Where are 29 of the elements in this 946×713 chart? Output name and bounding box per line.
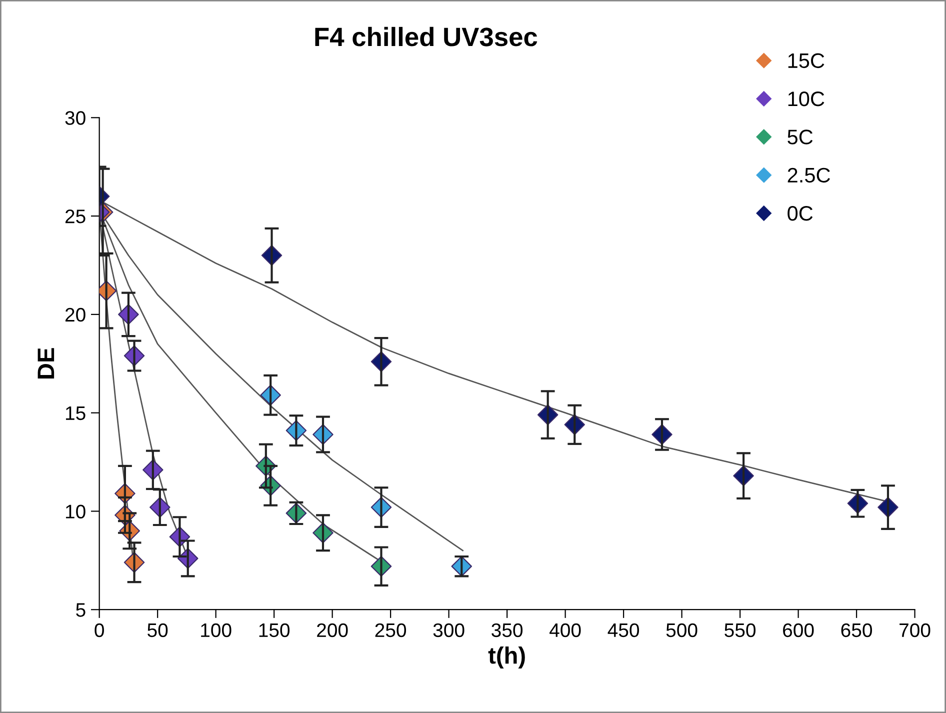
x-tick-label: 650 [841,623,872,638]
x-tick-label: 600 [783,623,814,638]
x-tick-label: 100 [201,623,232,638]
x-tick-label: 50 [148,623,168,638]
x-tick-label: 0 [94,623,104,638]
legend-label: 2.5C [788,168,830,183]
chart-title: F4 chilled UV3sec [315,26,538,46]
legend-label: 15C [788,53,824,68]
legend-label: 10C [788,91,824,106]
legend-label: 0C [788,206,813,221]
x-axis-title: t(h) [488,646,525,668]
y-axis-title: DE [38,348,54,378]
x-tick-label: 350 [492,623,523,638]
x-tick-label: 300 [433,623,464,638]
x-tick-label: 200 [317,623,348,638]
x-tick-label: 700 [900,623,930,638]
x-tick-label: 250 [375,623,406,638]
y-tick-label: 25 [65,210,86,224]
y-tick-label: 15 [66,406,86,420]
x-tick-label: 450 [608,623,640,638]
x-tick-label: 500 [666,623,698,638]
y-tick-label: 10 [66,504,86,518]
x-tick-label: 400 [550,623,581,638]
legend-label: 5C [788,130,813,144]
y-tick-label: 30 [65,111,86,125]
x-tick-label: 150 [259,623,290,638]
x-tick-label: 550 [724,623,756,638]
y-tick-label: 5 [76,603,86,617]
y-tick-label: 20 [65,308,86,322]
